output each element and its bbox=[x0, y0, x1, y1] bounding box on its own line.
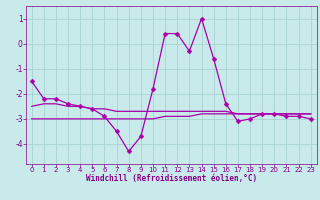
X-axis label: Windchill (Refroidissement éolien,°C): Windchill (Refroidissement éolien,°C) bbox=[86, 174, 257, 183]
